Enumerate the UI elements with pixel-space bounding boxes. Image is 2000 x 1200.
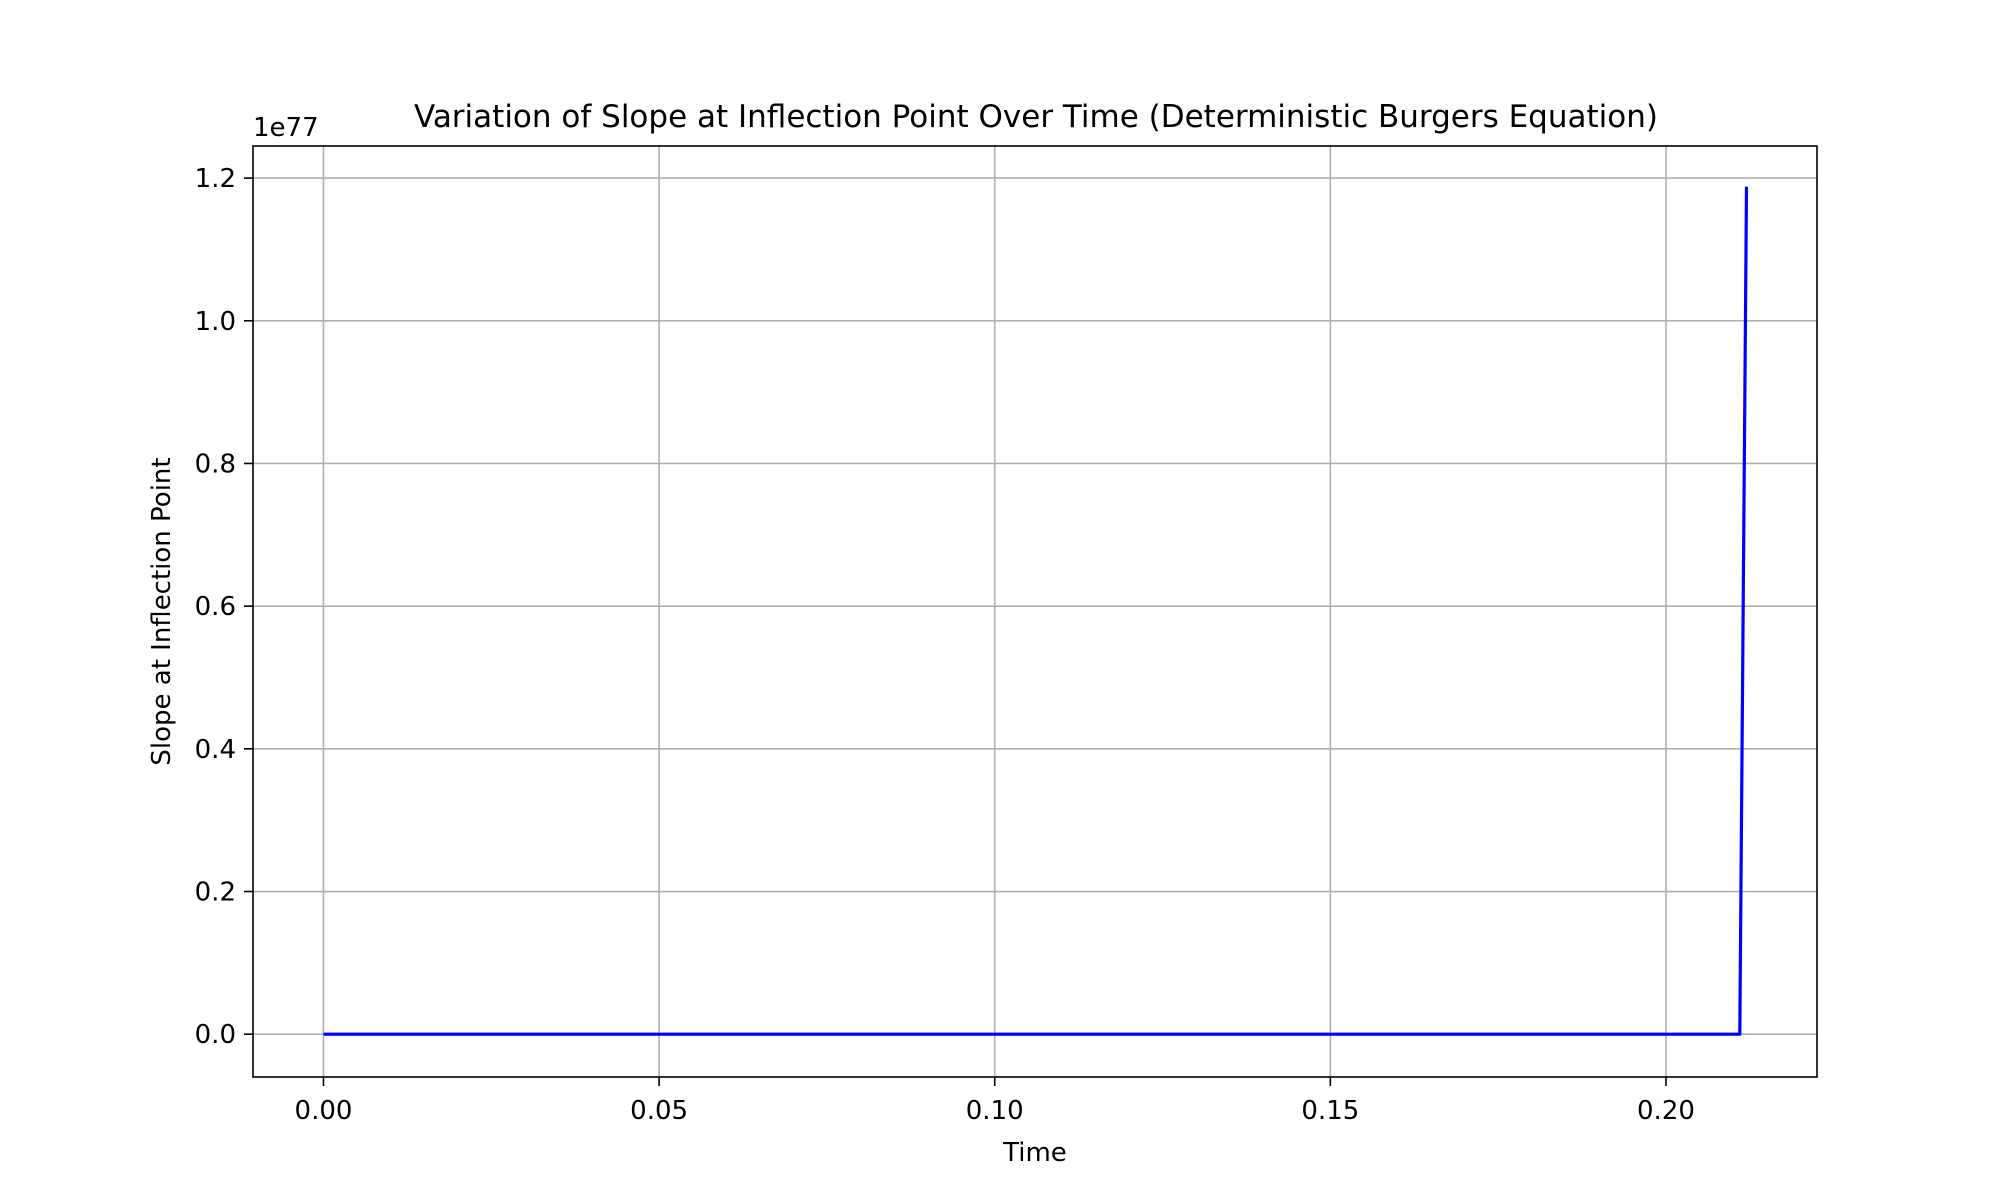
y-tick-label: 0.6 bbox=[195, 592, 236, 622]
y-tick-label: 0.8 bbox=[195, 449, 236, 479]
y-axis-offset-label: 1e77 bbox=[253, 113, 319, 143]
x-tick-label: 0.00 bbox=[295, 1096, 353, 1126]
series-layer bbox=[323, 186, 1749, 1036]
x-tick-label: 0.20 bbox=[1637, 1096, 1695, 1126]
y-tick-label: 1.0 bbox=[195, 307, 236, 337]
axes-frame bbox=[252, 145, 1818, 1078]
y-tick-label: 0.2 bbox=[195, 878, 236, 908]
y-tick-label: 0.0 bbox=[195, 1020, 236, 1050]
series-line bbox=[323, 186, 1749, 1036]
y-axis-ticks: 0.0 0.2 0.4 0.6 0.8 1.0 1.2 bbox=[195, 164, 253, 1050]
x-axis-label: Time bbox=[1002, 1138, 1067, 1168]
y-tick-label: 1.2 bbox=[195, 164, 236, 194]
x-axis-ticks: 0.00 0.05 0.10 0.15 0.20 bbox=[295, 1077, 1695, 1126]
x-tick-label: 0.15 bbox=[1301, 1096, 1359, 1126]
x-tick-label: 0.05 bbox=[630, 1096, 688, 1126]
y-tick-label: 0.4 bbox=[195, 735, 236, 765]
chart-title: Variation of Slope at Inflection Point O… bbox=[414, 99, 1658, 135]
y-axis-label: Slope at Inflection Point bbox=[147, 457, 177, 765]
x-tick-label: 0.10 bbox=[966, 1096, 1024, 1126]
